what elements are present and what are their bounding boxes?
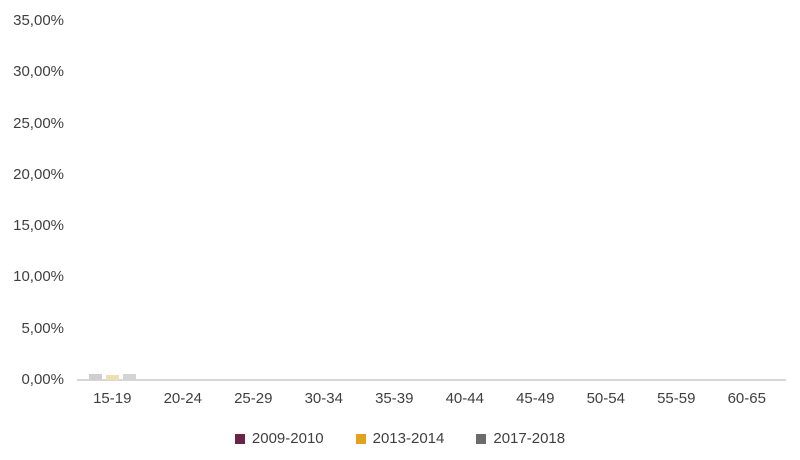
x-axis-category-label: 55-59 bbox=[657, 390, 696, 407]
y-axis-tick-label: 15,00% bbox=[13, 217, 64, 235]
x-axis-category-label: 35-39 bbox=[375, 390, 414, 407]
x-axis-line bbox=[77, 379, 786, 381]
y-axis-tick-label: 5,00% bbox=[21, 319, 64, 337]
x-axis-category-label: 60-65 bbox=[727, 390, 766, 407]
x-axis-category-label: 20-24 bbox=[163, 390, 202, 407]
x-axis-category-label: 30-34 bbox=[304, 390, 343, 407]
legend-item-2009-2010: 2009-2010 bbox=[234, 430, 324, 447]
y-axis-tick-label: 10,00% bbox=[13, 268, 64, 286]
legend-label: 2017-2018 bbox=[493, 430, 566, 447]
y-axis-tick-label: 0,00% bbox=[21, 371, 64, 388]
x-axis-category-label: 50-54 bbox=[586, 390, 625, 407]
legend-color-swatch-icon bbox=[476, 433, 487, 444]
x-axis-category-label: 40-44 bbox=[445, 390, 484, 407]
y-axis-tick-label: 25,00% bbox=[13, 114, 64, 132]
legend-label: 2013-2014 bbox=[372, 430, 445, 447]
y-axis-tick-label: 30,00% bbox=[13, 63, 64, 81]
legend: 2009-2010 2013-2014 2017-2018 bbox=[0, 430, 800, 447]
x-axis-category-label: 45-49 bbox=[516, 390, 555, 407]
legend-label: 2009-2010 bbox=[251, 430, 324, 447]
y-axis-tick-label: 35,00% bbox=[13, 12, 64, 29]
legend-item-2013-2014: 2013-2014 bbox=[355, 430, 445, 447]
bar-2013-2014-15-19 bbox=[105, 375, 119, 380]
bar-2009-2010-15-19 bbox=[88, 374, 102, 380]
x-axis-category-label: 25-29 bbox=[234, 390, 273, 407]
legend-color-swatch-icon bbox=[355, 433, 366, 444]
y-axis-tick-label: 20,00% bbox=[13, 165, 64, 183]
x-axis-category-label: 15-19 bbox=[93, 390, 132, 407]
bar-2017-2018-15-19 bbox=[122, 374, 136, 380]
legend-item-2017-2018: 2017-2018 bbox=[476, 430, 565, 447]
legend-color-swatch-icon bbox=[234, 433, 245, 444]
